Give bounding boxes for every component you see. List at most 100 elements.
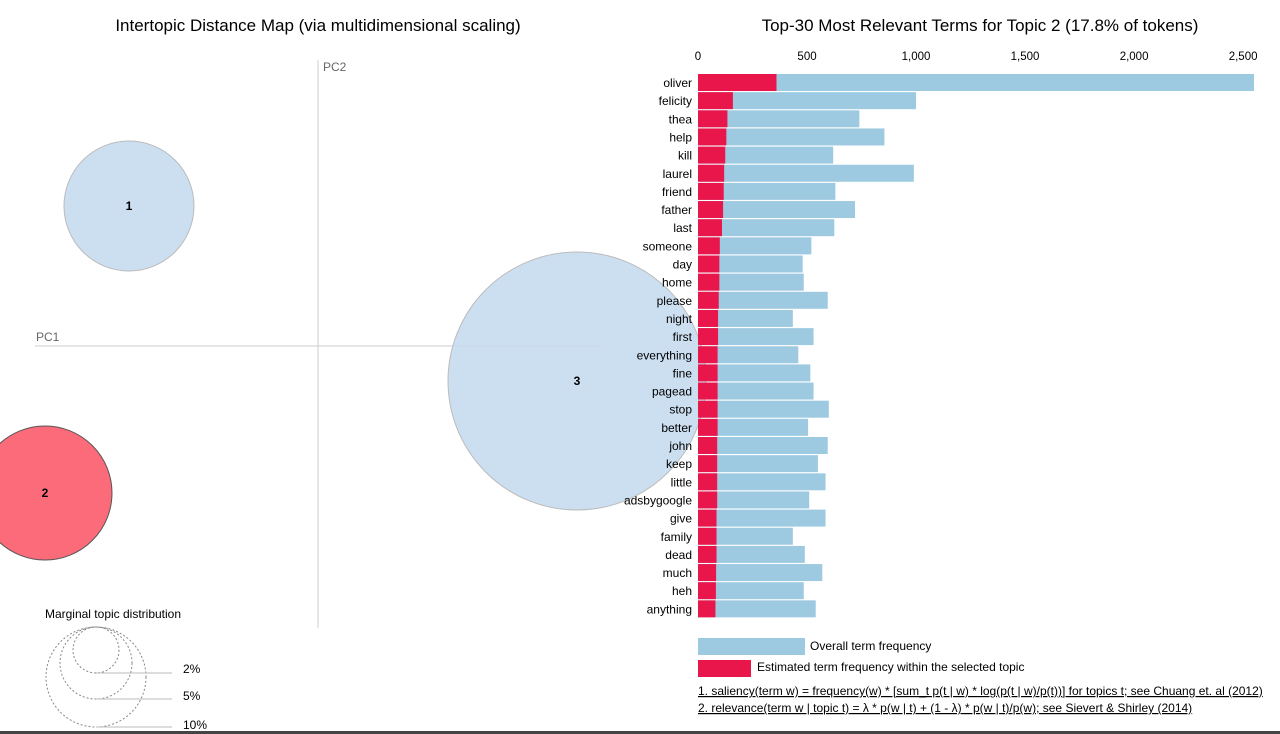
bar-topic-much[interactable] xyxy=(698,564,717,582)
bar-topic-thea[interactable] xyxy=(698,110,728,128)
bar-overall-heh[interactable] xyxy=(698,582,804,600)
bar-topic-adsbygoogle[interactable] xyxy=(698,491,718,509)
bar-topic-john[interactable] xyxy=(698,437,718,454)
term-label-please[interactable]: please xyxy=(657,294,693,308)
bar-overall-night[interactable] xyxy=(698,309,793,327)
bar-overall-fine[interactable] xyxy=(698,364,811,382)
bar-overall-laurel[interactable] xyxy=(698,164,914,182)
bar-topic-someone[interactable] xyxy=(698,237,720,255)
bar-overall-felicity[interactable] xyxy=(698,92,917,110)
bar-overall-someone[interactable] xyxy=(698,237,812,255)
bar-overall-please[interactable] xyxy=(698,291,828,309)
bar-overall-day[interactable] xyxy=(698,255,803,273)
bar-overall-thea[interactable] xyxy=(698,110,860,128)
bar-topic-please[interactable] xyxy=(698,291,719,309)
term-label-kill[interactable]: kill xyxy=(678,149,692,163)
bar-topic-day[interactable] xyxy=(698,255,720,273)
bar-overall-keep[interactable] xyxy=(698,455,818,473)
term-label-heh[interactable]: heh xyxy=(672,584,692,598)
term-label-last[interactable]: last xyxy=(673,221,692,235)
bar-topic-friend[interactable] xyxy=(698,182,724,200)
bar-overall-give[interactable] xyxy=(698,509,826,527)
term-label-father[interactable]: father xyxy=(661,203,692,217)
bar-topic-keep[interactable] xyxy=(698,455,718,473)
bar-topic-dead[interactable] xyxy=(698,545,717,563)
bar-overall-anything[interactable] xyxy=(698,600,816,618)
term-label-stop[interactable]: stop xyxy=(669,403,692,417)
bar-overall-friend[interactable] xyxy=(698,182,836,200)
marginal-label-5pct: 5% xyxy=(183,689,201,703)
bar-topic-fine[interactable] xyxy=(698,364,718,382)
bar-overall-much[interactable] xyxy=(698,564,823,582)
bar-topic-laurel[interactable] xyxy=(698,164,725,182)
term-label-give[interactable]: give xyxy=(670,512,692,526)
bar-overall-stop[interactable] xyxy=(698,400,829,418)
bar-topic-first[interactable] xyxy=(698,328,719,346)
bar-overall-kill[interactable] xyxy=(698,146,834,164)
bar-topic-little[interactable] xyxy=(698,473,718,491)
term-label-felicity[interactable]: felicity xyxy=(659,94,692,108)
relevance-note-link[interactable]: 2. relevance(term w | topic t) = λ * p(w… xyxy=(698,701,1192,715)
bar-overall-john[interactable] xyxy=(698,437,828,454)
term-label-anything[interactable]: anything xyxy=(647,602,692,616)
bar-topic-anything[interactable] xyxy=(698,600,716,618)
bar-overall-everything[interactable] xyxy=(698,346,799,364)
bar-overall-little[interactable] xyxy=(698,473,826,491)
saliency-note-link[interactable]: 1. saliency(term w) = frequency(w) * [su… xyxy=(698,684,1263,698)
bar-topic-heh[interactable] xyxy=(698,582,716,600)
bar-topic-father[interactable] xyxy=(698,201,724,219)
bar-topic-pagead[interactable] xyxy=(698,382,718,400)
bar-overall-adsbygoogle[interactable] xyxy=(698,491,810,509)
bar-topic-felicity[interactable] xyxy=(698,92,733,110)
bar-overall-father[interactable] xyxy=(698,201,855,219)
bar-topic-stop[interactable] xyxy=(698,400,718,418)
term-label-thea[interactable]: thea xyxy=(669,112,693,126)
bar-topic-oliver[interactable] xyxy=(698,74,777,91)
term-label-oliver[interactable]: oliver xyxy=(663,76,692,90)
bar-topic-give[interactable] xyxy=(698,509,717,527)
bar-overall-last[interactable] xyxy=(698,219,835,237)
term-label-night[interactable]: night xyxy=(666,312,693,326)
term-label-family[interactable]: family xyxy=(661,530,692,544)
term-label-better[interactable]: better xyxy=(661,421,692,435)
bar-topic-everything[interactable] xyxy=(698,346,718,364)
term-label-help[interactable]: help xyxy=(669,130,692,144)
bar-overall-help[interactable] xyxy=(698,128,885,146)
term-label-someone[interactable]: someone xyxy=(643,239,693,253)
bar-overall-oliver[interactable] xyxy=(698,74,1254,91)
term-label-keep[interactable]: keep xyxy=(666,457,692,471)
term-label-adsbygoogle[interactable]: adsbygoogle xyxy=(624,493,692,507)
topic-circle-2[interactable] xyxy=(0,425,113,561)
term-label-little[interactable]: little xyxy=(671,475,693,489)
marginal-circle-2pct xyxy=(72,626,120,674)
bar-topic-better[interactable] xyxy=(698,418,718,436)
term-label-friend[interactable]: friend xyxy=(662,185,692,199)
term-label-fine[interactable]: fine xyxy=(673,366,693,380)
term-label-much[interactable]: much xyxy=(663,566,692,580)
bar-topic-help[interactable] xyxy=(698,128,727,146)
term-label-everything[interactable]: everything xyxy=(637,348,692,362)
bar-overall-dead[interactable] xyxy=(698,545,805,563)
legend-overall-label: Overall term frequency xyxy=(810,639,931,653)
term-label-dead[interactable]: dead xyxy=(665,548,692,562)
term-label-home[interactable]: home xyxy=(662,276,692,290)
topic-circle-1[interactable] xyxy=(63,140,195,272)
bar-topic-last[interactable] xyxy=(698,219,722,237)
bar-topic-family[interactable] xyxy=(698,527,717,545)
bar-topic-kill[interactable] xyxy=(698,146,726,164)
bar-overall-pagead[interactable] xyxy=(698,382,814,400)
bar-overall-home[interactable] xyxy=(698,273,804,291)
term-label-laurel[interactable]: laurel xyxy=(663,167,692,181)
bar-overall-family[interactable] xyxy=(698,527,793,545)
bar-topic-home[interactable] xyxy=(698,273,720,291)
bar-overall-better[interactable] xyxy=(698,418,809,436)
bar-legend: Overall term frequency Estimated term fr… xyxy=(698,638,1024,677)
term-label-first[interactable]: first xyxy=(673,330,693,344)
term-label-john[interactable]: john xyxy=(668,439,692,453)
term-label-day[interactable]: day xyxy=(673,258,692,272)
bar-overall-first[interactable] xyxy=(698,328,814,346)
topic-circles[interactable]: 3 2 1 xyxy=(0,140,707,561)
bar-topic-night[interactable] xyxy=(698,309,719,327)
term-label-pagead[interactable]: pagead xyxy=(652,385,692,399)
topic-circle-label-1: 1 xyxy=(126,199,133,213)
